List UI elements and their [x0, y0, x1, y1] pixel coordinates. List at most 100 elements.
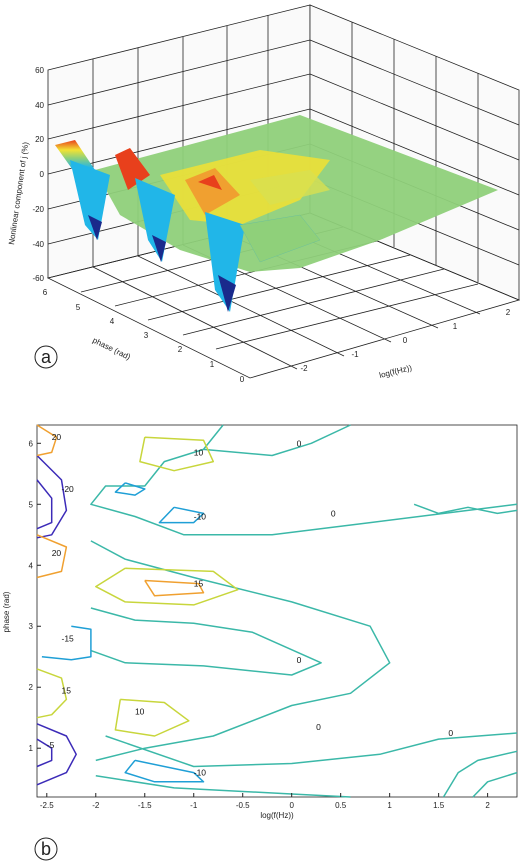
y-tick-label: 3	[29, 622, 34, 631]
contour-x-axis-label: log(f(Hz))	[260, 811, 294, 820]
x-tick-label: -0.5	[236, 801, 250, 810]
contour-label: 0	[448, 728, 453, 738]
contour-line	[442, 750, 518, 798]
surface-trough-1	[70, 160, 110, 240]
contour-line	[36, 534, 68, 579]
logf-tick-m1: -1	[351, 350, 359, 359]
panel-a-badge	[34, 345, 58, 369]
x-tick-label: -1	[190, 801, 198, 810]
contour-label: -10	[194, 512, 207, 522]
x-tick-label: -1.5	[138, 801, 152, 810]
surface-mesh	[55, 115, 498, 312]
panel-b-letter: b	[41, 839, 51, 859]
y-tick-label: 5	[29, 500, 34, 509]
z-tick-3: 0	[40, 170, 45, 179]
contour-lines	[36, 424, 518, 798]
contour-line	[413, 503, 518, 515]
z-tick-4: -20	[32, 205, 44, 214]
surface-peak-3-top	[198, 175, 222, 190]
phase-tick-1: 1	[210, 360, 215, 369]
logf-axis-label: log(f(Hz))	[378, 363, 413, 380]
y-tick-label: 2	[29, 683, 34, 692]
z-tick-6: -60	[32, 274, 44, 283]
contour-line	[472, 771, 518, 798]
surface-mid-ripple	[239, 214, 321, 263]
surface-trough-2-deep	[152, 235, 166, 262]
x-ticks: -2.5 -2 -1.5 -1 -0.5 0 0.5 1 1.5 2	[40, 793, 490, 810]
y-ticks: 1 2 3 4 5 6	[29, 439, 41, 753]
contour-label: -10	[194, 768, 207, 778]
z-tick-2: 20	[35, 135, 44, 144]
logf-tick-0: 0	[403, 336, 408, 345]
logf-tick-m2: -2	[300, 364, 308, 373]
surface-trough-1-deep	[88, 215, 102, 240]
contour-label: 20	[52, 548, 62, 558]
contour-label: 0	[297, 655, 302, 665]
x-tick-label: 0.5	[335, 801, 347, 810]
contour-line	[203, 424, 351, 457]
contour-label: 20	[52, 432, 62, 442]
contour-label: 15	[194, 579, 204, 589]
contour-line	[144, 579, 205, 597]
x-tick-label: 2	[485, 801, 490, 810]
phase-axis-label: phase (rad)	[91, 336, 132, 362]
contour-line	[36, 454, 68, 539]
x-tick-label: 0	[289, 801, 294, 810]
x-tick-label: 1	[387, 801, 392, 810]
surface-peak-2	[115, 148, 150, 190]
phase-tick-6: 6	[43, 288, 48, 297]
phase-tick-0: 0	[240, 375, 245, 384]
contour-label: -5	[47, 740, 55, 750]
contour-line	[114, 698, 190, 737]
contour-line	[105, 732, 518, 768]
x-tick-label: 1.5	[433, 801, 445, 810]
phase-tick-3: 3	[144, 331, 149, 340]
contour-label: -20	[61, 484, 74, 494]
surface-trough-3-deep	[218, 275, 236, 312]
contour-line	[158, 506, 205, 524]
contour-labels: 20 -20 20 -15 15 -5 10 -10 15 10 -10 0 0 0 0 0	[47, 432, 454, 777]
contour-line	[90, 540, 391, 762]
contour-label: 0	[297, 438, 302, 448]
z-tick-1: 40	[35, 101, 44, 110]
y-tick-label: 4	[29, 561, 34, 570]
contour-line	[139, 436, 215, 472]
surface-plot: 60 40 20 0 -20 -40 -60 Nonlinear compone…	[7, 4, 520, 384]
z-tick-0: 60	[35, 66, 44, 75]
z-axis-label: Nonlinear component of j (%)	[7, 141, 30, 245]
logf-tick-2: 2	[506, 308, 511, 317]
contour-label: 0	[331, 508, 336, 518]
z-ticks: 60 40 20 0 -20 -40 -60	[32, 66, 44, 283]
contour-line	[41, 625, 92, 661]
contour-label: 10	[135, 707, 145, 717]
contour-label: 0	[316, 722, 321, 732]
surface-peak-3	[185, 168, 240, 215]
contour-line	[36, 738, 53, 768]
contour-line	[90, 424, 518, 536]
phase-tick-2: 2	[178, 345, 183, 354]
contour-line	[90, 607, 322, 676]
contour-line	[95, 774, 351, 798]
panel-b-badge	[34, 837, 58, 861]
z-tick-5: -40	[32, 240, 44, 249]
surface-trough-2	[135, 178, 175, 262]
phase-tick-5: 5	[76, 303, 81, 312]
x-tick-label: -2.5	[40, 801, 54, 810]
contour-line	[114, 482, 146, 496]
panel-a-letter: a	[41, 347, 52, 367]
x-tick-label: -2	[92, 801, 100, 810]
surface-mid-ripple-2	[250, 170, 330, 205]
logf-tick-1: 1	[453, 322, 458, 331]
contour-label: 10	[194, 447, 204, 457]
contour-line	[95, 567, 239, 606]
surface-trough-3	[205, 212, 245, 312]
contour-line	[36, 479, 53, 530]
contour-line	[36, 668, 68, 719]
y-tick-label: 6	[29, 439, 34, 448]
contour-label: 15	[61, 685, 71, 695]
contour-plot-area	[36, 424, 518, 798]
y-tick-label: 1	[29, 744, 34, 753]
logf-ticks: -2 -1 0 1 2	[300, 308, 510, 373]
